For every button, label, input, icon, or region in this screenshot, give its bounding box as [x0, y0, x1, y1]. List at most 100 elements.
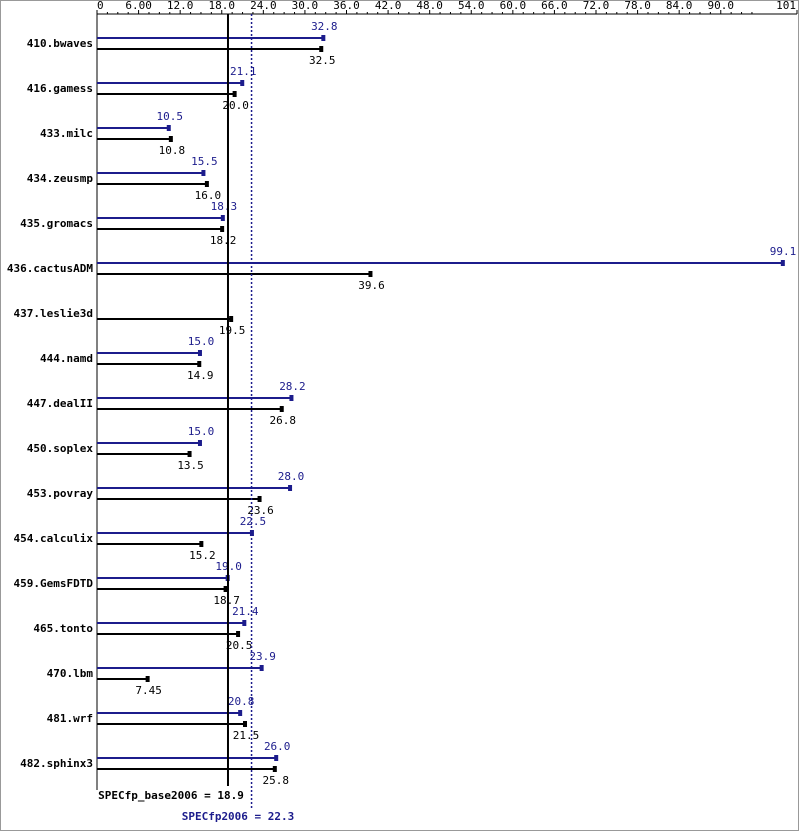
value-label: 18.2 [210, 234, 237, 247]
bar [97, 676, 150, 682]
bar [97, 721, 248, 727]
bar [97, 406, 284, 412]
bar [97, 361, 202, 367]
bar [97, 136, 173, 142]
value-label: 7.45 [135, 684, 162, 697]
x-tick-label: 12.0 [167, 0, 194, 12]
bar [97, 80, 245, 86]
value-label: 22.5 [240, 515, 267, 528]
x-tick-label: 42.0 [375, 0, 402, 12]
value-label: 18.3 [211, 200, 238, 213]
value-label: 39.6 [358, 279, 385, 292]
x-tick-label: 24.0 [250, 0, 277, 12]
value-label: 23.6 [247, 504, 274, 517]
x-tick-label: 36.0 [333, 0, 360, 12]
category-label: 444.namd [40, 352, 93, 365]
bar [97, 35, 326, 41]
bar [97, 485, 293, 491]
category-label: 433.milc [40, 127, 93, 140]
value-label: 15.0 [188, 335, 215, 348]
bar [97, 541, 204, 547]
value-label: 99.1 [770, 245, 797, 258]
bar [97, 451, 192, 457]
x-tick-label: 0 [97, 0, 104, 12]
bar [97, 496, 262, 502]
category-label: 459.GemsFDTD [14, 577, 94, 590]
x-tick-label: 30.0 [292, 0, 319, 12]
category-label: 482.sphinx3 [20, 757, 93, 770]
category-label: 481.wrf [47, 712, 93, 725]
category-label: 437.leslie3d [14, 307, 93, 320]
category-label: 447.dealII [27, 397, 93, 410]
value-label: 23.9 [249, 650, 276, 663]
value-label: 21.1 [230, 65, 257, 78]
bar [97, 766, 277, 772]
x-tick-label: 60.0 [500, 0, 527, 12]
value-label: 15.0 [188, 425, 215, 438]
value-label: 21.5 [233, 729, 260, 742]
category-label: 435.gromacs [20, 217, 93, 230]
category-label: 436.cactusADM [7, 262, 93, 275]
value-label: 18.7 [213, 594, 240, 607]
bar [97, 620, 247, 626]
value-label: 21.4 [232, 605, 259, 618]
x-tick-label: 66.0 [541, 0, 568, 12]
bar [97, 395, 294, 401]
bar [97, 125, 171, 131]
bar [97, 665, 264, 671]
category-label: 416.gamess [27, 82, 93, 95]
category-label: 465.tonto [33, 622, 93, 635]
x-tick-label: 84.0 [666, 0, 693, 12]
category-label: 453.povray [27, 487, 94, 500]
bar [97, 181, 209, 187]
bar [97, 316, 234, 322]
bar [97, 440, 202, 446]
bar [97, 530, 254, 536]
value-label: 26.8 [269, 414, 296, 427]
bar [97, 226, 225, 232]
bar [97, 271, 373, 277]
value-label: 20.5 [226, 639, 253, 652]
value-label: 28.2 [279, 380, 306, 393]
category-label: 434.zeusmp [27, 172, 94, 185]
x-tick-label: 54.0 [458, 0, 485, 12]
value-label: 20.8 [228, 695, 255, 708]
value-label: 10.8 [159, 144, 186, 157]
value-label: 15.5 [191, 155, 218, 168]
reference-label: SPECfp2006 = 22.3 [182, 810, 295, 823]
value-label: 15.2 [189, 549, 216, 562]
bar [97, 710, 243, 716]
x-tick-label: 18.0 [209, 0, 236, 12]
x-tick-label: 90.0 [708, 0, 735, 12]
x-tick-label: 6.00 [125, 0, 152, 12]
reference-label: SPECfp_base2006 = 18.9 [98, 789, 244, 802]
x-tick-label: 101 [776, 0, 796, 12]
value-label: 16.0 [195, 189, 222, 202]
x-tick-label: 78.0 [624, 0, 651, 12]
bar [97, 215, 225, 221]
bar [97, 350, 202, 356]
value-label: 32.5 [309, 54, 336, 67]
bar [97, 586, 228, 592]
bar [97, 170, 206, 176]
value-label: 10.5 [157, 110, 184, 123]
category-label: 450.soplex [27, 442, 94, 455]
bar [97, 575, 230, 581]
category-label: 470.lbm [47, 667, 94, 680]
value-label: 26.0 [264, 740, 291, 753]
category-label: 410.bwaves [27, 37, 93, 50]
bar [97, 260, 785, 266]
bar [97, 91, 237, 97]
bar [97, 46, 324, 52]
value-label: 28.0 [278, 470, 305, 483]
value-label: 25.8 [263, 774, 290, 787]
value-label: 20.0 [222, 99, 249, 112]
x-tick-label: 48.0 [416, 0, 443, 12]
value-label: 13.5 [177, 459, 204, 472]
bar [97, 631, 241, 637]
category-label: 454.calculix [14, 532, 94, 545]
value-label: 32.8 [311, 20, 338, 33]
x-tick-label: 72.0 [583, 0, 610, 12]
